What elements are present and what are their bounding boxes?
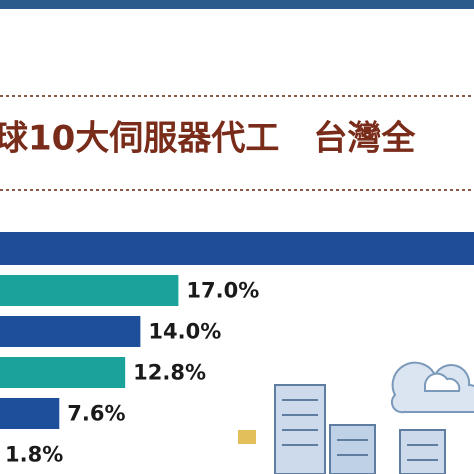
bar — [0, 357, 126, 388]
value-label: 12.8% — [133, 361, 206, 385]
top-band — [0, 0, 474, 9]
bar — [0, 398, 60, 429]
server-illustration — [238, 361, 474, 474]
value-label: 17.0% — [186, 279, 259, 303]
bar — [0, 316, 141, 347]
value-label: 7.6% — [67, 402, 125, 426]
value-label: 1.8% — [5, 443, 63, 467]
value-label: 14.0% — [148, 320, 221, 344]
bar — [0, 275, 179, 306]
chart-title: 球10大伺服器代工 台灣全 — [0, 119, 416, 159]
header-band — [0, 232, 474, 265]
